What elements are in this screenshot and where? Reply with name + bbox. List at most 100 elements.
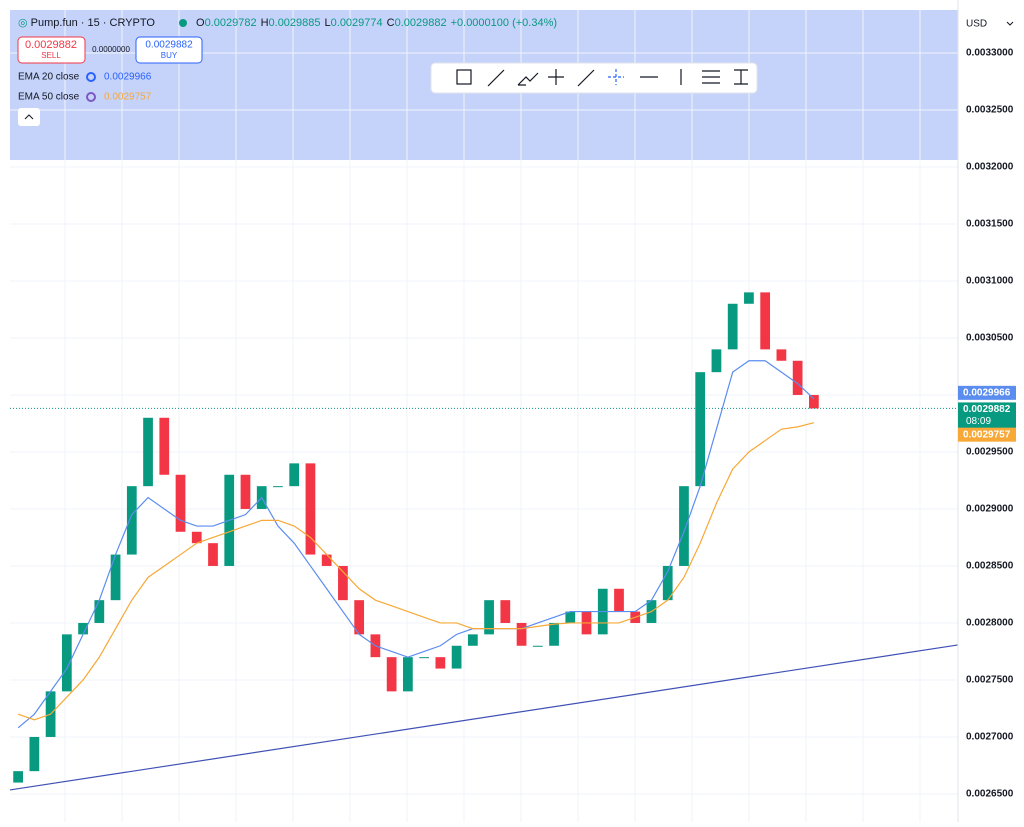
buy-price: 0.0029882 <box>145 40 193 51</box>
price-tag-bg <box>958 402 1016 429</box>
buy-button[interactable] <box>135 36 203 64</box>
buy-label: BUY <box>161 51 178 60</box>
candle-body <box>695 372 706 487</box>
tool-cross[interactable] <box>548 69 564 85</box>
candle-body <box>565 611 576 623</box>
symbol-name: Pump.fun · 15 · CRYPTO <box>31 17 156 29</box>
collapse-button[interactable] <box>18 108 40 126</box>
candle-body <box>776 349 787 361</box>
candle-body <box>13 771 23 783</box>
drawing-toolbar <box>430 62 758 94</box>
tool-path[interactable] <box>517 72 539 86</box>
ema50-label: EMA 50 close <box>18 92 80 103</box>
spread: 0.0000000 <box>92 45 130 54</box>
o: O <box>196 17 205 29</box>
y-tick-label: 0.0032000 <box>966 162 1014 173</box>
candle-body <box>29 736 40 772</box>
y-tick-label: 0.0031500 <box>966 219 1014 230</box>
price-tag: 0.0029882 <box>963 404 1011 415</box>
candle-body <box>711 349 722 373</box>
candle-body <box>78 622 88 635</box>
y-tick-label: 0.0031000 <box>966 276 1014 287</box>
candle-body <box>614 588 624 612</box>
y-tick-label: 0.0030500 <box>966 333 1014 344</box>
timer-tag: 08:09 <box>966 416 991 427</box>
tool-line[interactable] <box>487 69 505 87</box>
ema20-icon[interactable] <box>86 72 96 82</box>
ema-line <box>17 422 815 721</box>
candle-body <box>500 600 511 623</box>
tool-ray[interactable] <box>577 69 595 87</box>
candle-body <box>175 474 186 532</box>
candle-body <box>532 645 543 647</box>
candle-body <box>126 486 137 555</box>
ohlc: O0.0029782 H0.0029885 L0.0029774 C0.0029882… <box>196 17 557 29</box>
y-tick-label: 0.0029500 <box>966 447 1014 458</box>
candle-body <box>549 622 559 646</box>
sell-price: 0.0029882 <box>25 39 77 51</box>
candle-body <box>760 292 771 350</box>
candle-body <box>143 417 153 487</box>
sell-button[interactable] <box>17 36 86 64</box>
candle-body <box>809 394 819 409</box>
tool-fib[interactable] <box>702 70 720 84</box>
c-value: 0.0029882 <box>395 17 447 29</box>
symbol: ◎ Pump.fun · 15 · CRYPTO <box>18 17 155 29</box>
tool-rect[interactable] <box>456 69 472 85</box>
candle-body <box>403 657 413 692</box>
tool-crosshair[interactable] <box>608 69 624 85</box>
candle-body <box>484 600 494 635</box>
h-value: 0.0029885 <box>269 17 321 29</box>
currency-button[interactable] <box>960 14 1018 34</box>
y-tick-label: 0.0026500 <box>966 789 1014 800</box>
chevron <box>1006 21 1014 26</box>
candle-body <box>451 645 462 669</box>
candle-body <box>516 622 527 646</box>
candle-body <box>94 600 105 623</box>
h: H <box>261 17 269 29</box>
c: C <box>387 17 395 29</box>
candle-body <box>159 417 170 475</box>
candle-body <box>240 474 251 509</box>
candle-body <box>792 360 803 395</box>
y-tick-label: 0.0029000 <box>966 504 1014 515</box>
ema20-tag-bg <box>958 385 1016 400</box>
l-value: 0.0029774 <box>331 17 383 29</box>
y-tick-label: 0.0033000 <box>966 48 1014 59</box>
candle-body <box>419 657 429 659</box>
candle-body <box>273 486 283 488</box>
candle-body <box>354 600 365 635</box>
candle-body <box>467 634 478 646</box>
grid <box>10 10 958 822</box>
candle-body <box>289 463 300 487</box>
sell-label: SELL <box>41 51 61 60</box>
o-value: 0.0029782 <box>205 17 257 29</box>
y-tick-label: 0.0028000 <box>966 618 1014 629</box>
candle-body <box>386 657 397 692</box>
candle-body <box>305 463 316 555</box>
y-tick-label: 0.0027500 <box>966 675 1014 686</box>
ema50-tag: 0.0029757 <box>963 429 1011 440</box>
ema50-icon[interactable] <box>86 92 96 102</box>
ema20-value: 0.0029966 <box>104 72 152 83</box>
candle-body <box>662 565 673 601</box>
trend-line <box>9 644 959 791</box>
y-tick-label: 0.0032500 <box>966 105 1014 116</box>
ema20-label: EMA 20 close <box>18 72 80 83</box>
l: L <box>325 17 331 29</box>
candle-body <box>744 292 754 304</box>
ema20-tag: 0.0029966 <box>963 387 1011 398</box>
candle-body <box>110 554 121 601</box>
candle-body <box>191 531 202 544</box>
toolbar-bg <box>430 62 758 94</box>
candle-body <box>321 554 332 566</box>
ema-line <box>17 360 815 729</box>
plot <box>9 292 959 791</box>
currency: USD <box>966 19 987 30</box>
candle-body <box>679 486 689 566</box>
candle-body <box>208 543 218 566</box>
tool-range[interactable] <box>734 69 748 85</box>
y-tick-label: 0.0027000 <box>966 732 1014 743</box>
